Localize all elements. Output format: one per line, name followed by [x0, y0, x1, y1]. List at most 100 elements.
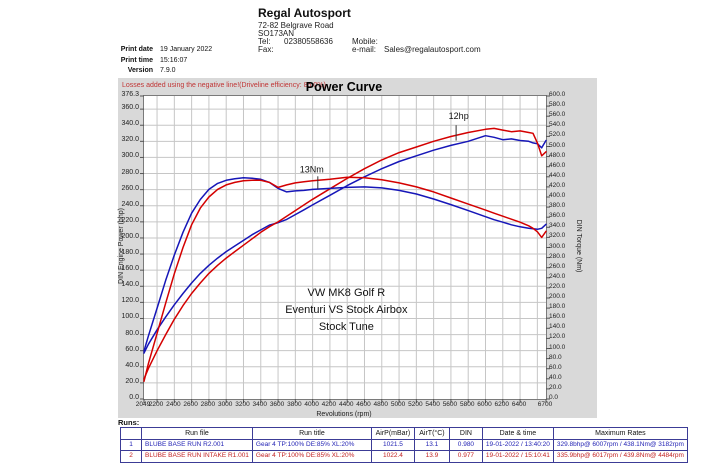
tel-row: Tel: 02380558636 — [258, 37, 333, 46]
print-time-label: Print time — [120, 57, 153, 64]
x-axis-tick-label: 5600 — [442, 401, 458, 408]
runs-column-header: AirP(mBar) — [370, 427, 415, 440]
left-axis-tick-label: 240.0 — [121, 200, 139, 208]
runs-table-cell: 335.9bhp@ 6017rpm / 439.8Nm@ 4484rpm — [552, 450, 688, 463]
runs-table-cell: 0.980 — [448, 438, 483, 452]
runs-table-cell: 19-01-2022 / 13:40:20 — [481, 438, 554, 452]
runs-table-cell: 1 — [120, 438, 142, 452]
email-label: e-mail: — [352, 45, 377, 54]
right-axis-tick-label: 520.0 — [549, 131, 566, 139]
x-axis-tick-label: 4000 — [304, 401, 319, 408]
left-axis-tick-label: 300.0 — [121, 152, 139, 160]
x-axis-tick-label: 6700 — [537, 401, 553, 408]
x-axis-tick-label: 4800 — [373, 401, 388, 408]
right-axis-tick-label: 480.0 — [549, 151, 566, 159]
email-value: Sales@regalautosport.com — [384, 45, 481, 54]
right-axis-tick-label: 220.0 — [549, 282, 566, 290]
x-axis-tick-label: 5800 — [459, 401, 475, 408]
company-name: Regal Autosport — [258, 6, 351, 20]
center-annotation-line: Stock Tune — [319, 321, 374, 333]
runs-column-header: DIN — [448, 427, 483, 440]
runs-table-cell: 1022.4 — [370, 450, 415, 463]
x-axis-tick-label: 6200 — [494, 401, 510, 408]
mobile-label: Mobile: — [352, 37, 378, 46]
left-axis-tick-label: 140.0 — [121, 281, 139, 289]
runs-table-row[interactable]: 1 BLUBE BASE RUN R2.001 Gear 4 TP:100% DE:… — [120, 438, 688, 452]
runs-table-row[interactable]: 2 BLUBE BASE RUN INTAKE R1.001 Gear 4 TP:1… — [120, 450, 688, 463]
chart-title: Power Curve — [305, 80, 383, 94]
annotation-label: 13Nm — [300, 164, 324, 174]
right-axis-tick-label: 200.0 — [549, 293, 566, 300]
right-axis-tick-label: 580.0 — [549, 101, 566, 109]
tel-label: Tel: — [258, 37, 271, 46]
right-axis-tick-label: 560.0 — [549, 111, 566, 119]
power-curve-plot: 12hp 13Nm VW MK8 Golf R Eventuri VS Stock A… — [140, 95, 550, 403]
runs-table-cell: 1021.5 — [370, 438, 415, 452]
left-axis-tick-label: 376.3 — [121, 91, 139, 98]
right-axis-tick-label: 420.0 — [549, 181, 566, 189]
left-axis-tick-label: 200.0 — [121, 232, 139, 240]
runs-table-cell: 13.1 — [413, 438, 450, 452]
curve-power-intake — [143, 127, 547, 380]
runs-table-cell: 0.977 — [448, 450, 483, 463]
right-axis-tick-label: 500.0 — [549, 141, 566, 149]
right-axis-tick-label: 140.0 — [549, 323, 566, 331]
runs-table-cell: BLUBE BASE RUN R2.001 — [141, 438, 253, 452]
runs-table-cell: Gear 4 TP:100% DE:85% XL:20% — [251, 450, 372, 463]
x-axis-tick-label: 6000 — [477, 401, 492, 408]
left-axis-title: DIN Engine Power (bhp) — [118, 208, 125, 284]
runs-table: Run file Run title AirP(mBar) AirT(°C) DIN Da… — [120, 427, 688, 463]
left-axis-tick-label: 180.0 — [121, 249, 139, 257]
right-axis-tick-label: 60.0 — [549, 363, 562, 371]
right-axis-tick-label: 320.0 — [549, 232, 566, 240]
address-line-2: SO173AN — [258, 29, 295, 38]
right-axis-tick-label: 80.0 — [549, 353, 562, 361]
right-axis-tick-label: 380.0 — [549, 202, 566, 210]
x-axis-title: Revolutions (rpm) — [316, 411, 372, 418]
right-axis-tick-label: 540.0 — [549, 121, 566, 129]
x-axis-tick-label: 3200 — [235, 401, 250, 408]
runs-table-header: Run file Run title AirP(mBar) AirT(°C) DIN Da… — [120, 427, 688, 440]
runs-column-header — [120, 427, 142, 440]
plot-area: 12hp 13Nm VW MK8 Golf R Eventuri VS Stock A… — [140, 95, 550, 403]
runs-table-cell: BLUBE BASE RUN INTAKE R1.001 — [141, 450, 253, 463]
address-line-1: 72-82 Belgrave Road — [258, 21, 334, 30]
runs-column-header: Run title — [251, 427, 372, 440]
left-axis-tick-label: 320.0 — [121, 136, 139, 144]
x-axis-tick-label: 2049 — [135, 401, 151, 408]
left-axis-tick-label: 260.0 — [121, 184, 139, 192]
runs-column-header: Run file — [141, 427, 253, 440]
right-axis-tick-label: 0.0 — [549, 394, 559, 401]
email-row: e-mail: Sales@regalautosport.com — [352, 45, 481, 54]
version-label: Version — [127, 67, 153, 74]
right-axis-tick-label: 40.0 — [549, 373, 562, 381]
x-axis-tick-label: 6400 — [511, 401, 527, 408]
right-axis-tick-label: 260.0 — [549, 262, 566, 270]
right-axis-tick-label: 360.0 — [549, 212, 566, 220]
x-axis-tick-label: 5200 — [408, 401, 423, 408]
right-axis-tick-label: 340.0 — [549, 222, 566, 230]
curve-torque-intake — [143, 176, 547, 383]
x-axis-tick-label: 2200 — [148, 401, 164, 408]
x-axis-tick-label: 2800 — [200, 401, 216, 408]
left-axis-tick-label: 0.0 — [129, 394, 139, 401]
tel-value: 02380558636 — [284, 37, 333, 46]
center-annotation-line: Eventuri VS Stock Airbox — [285, 304, 408, 316]
print-date-label: Print date — [120, 46, 153, 53]
x-axis-tick-label: 2400 — [166, 401, 181, 408]
runs-table-cell: 2 — [120, 450, 142, 463]
fax-label: Fax: — [258, 45, 274, 54]
runs-table-cell: 19-01-2022 / 15:10:41 — [481, 450, 554, 463]
left-axis-tick-label: 340.0 — [121, 120, 139, 128]
losses-note: Losses added using the negative line!(Dr… — [122, 82, 326, 89]
right-axis-tick-label: 20.0 — [549, 383, 562, 391]
right-axis-tick-label: 280.0 — [549, 252, 566, 260]
left-axis-tick-label: 220.0 — [121, 216, 139, 224]
right-axis-tick-label: 160.0 — [549, 313, 566, 321]
left-axis-tick-label: 80.0 — [125, 329, 139, 337]
x-axis-tick-label: 3600 — [269, 401, 285, 408]
right-axis-tick-label: 600.0 — [549, 91, 566, 98]
print-date-value: 19 January 2022 — [160, 46, 213, 53]
curve-torque-stock — [143, 177, 547, 352]
